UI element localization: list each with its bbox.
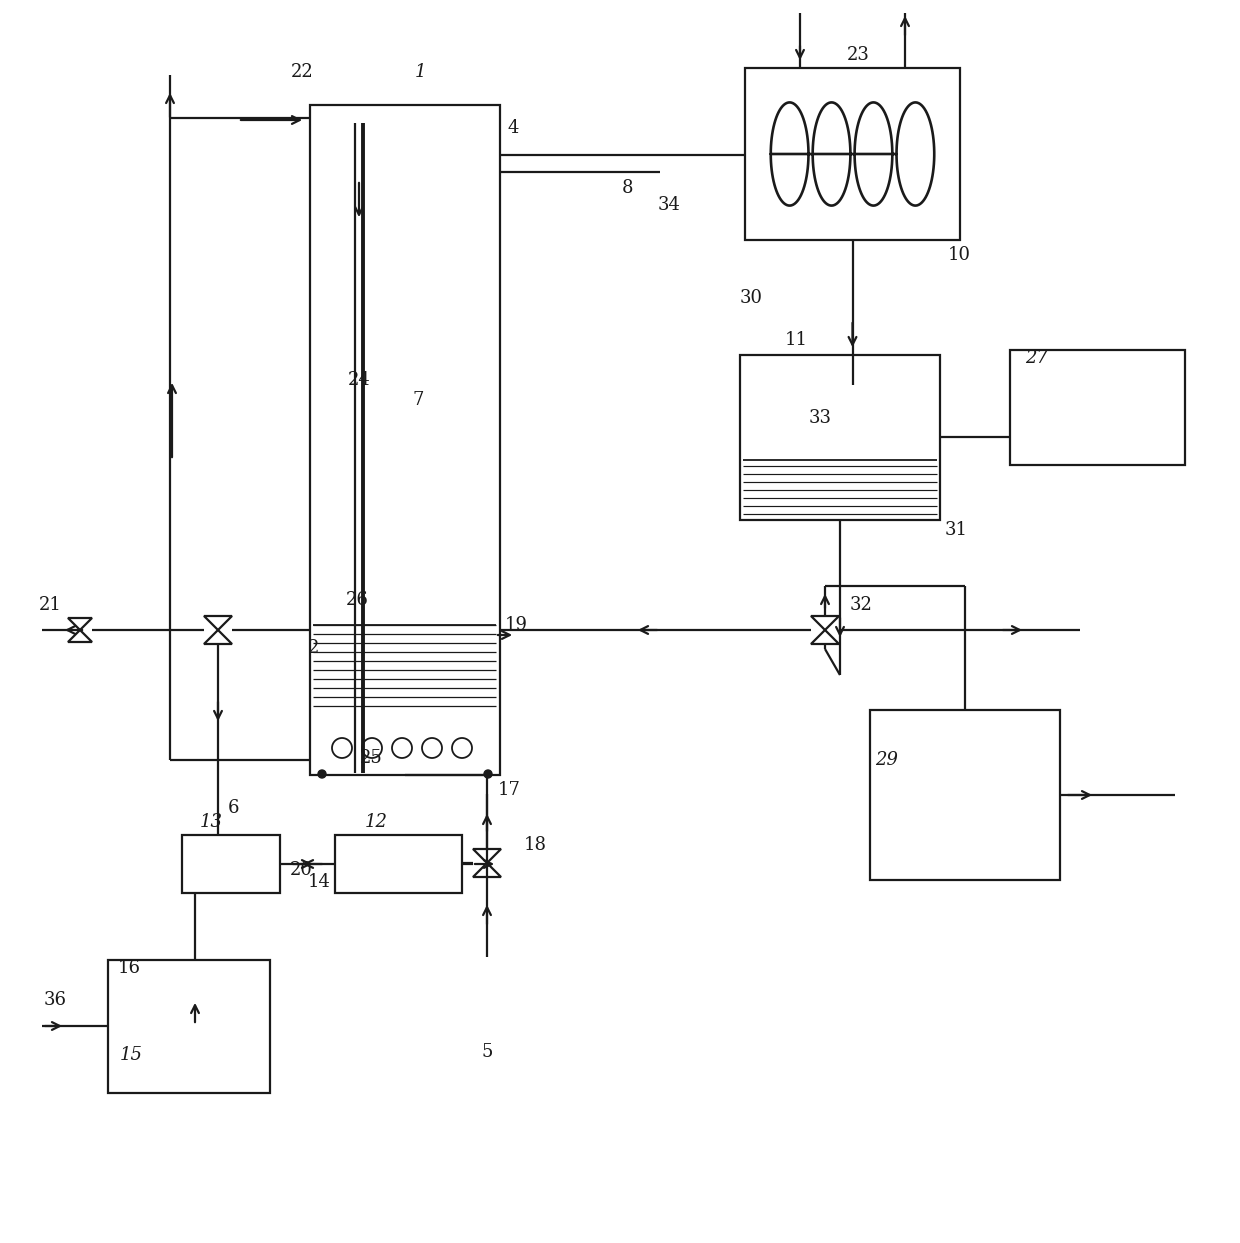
Circle shape bbox=[484, 769, 492, 778]
Text: 25: 25 bbox=[360, 750, 383, 767]
Text: 6: 6 bbox=[228, 799, 239, 817]
Text: 26: 26 bbox=[346, 590, 368, 609]
Text: 19: 19 bbox=[505, 617, 528, 634]
Text: 15: 15 bbox=[120, 1047, 143, 1064]
Text: 17: 17 bbox=[498, 781, 521, 799]
Text: 27: 27 bbox=[1025, 349, 1048, 367]
Bar bbox=[745, 68, 960, 240]
Text: 5: 5 bbox=[481, 1043, 492, 1062]
Text: 33: 33 bbox=[808, 409, 832, 428]
Circle shape bbox=[317, 769, 326, 778]
Text: 12: 12 bbox=[365, 813, 388, 832]
Text: 20: 20 bbox=[290, 861, 312, 879]
Text: 31: 31 bbox=[945, 521, 968, 539]
Text: 34: 34 bbox=[658, 196, 681, 214]
Text: 30: 30 bbox=[740, 290, 763, 307]
Text: 21: 21 bbox=[40, 595, 62, 614]
Bar bbox=[1011, 351, 1185, 465]
Text: 1: 1 bbox=[414, 63, 425, 81]
Text: 36: 36 bbox=[43, 991, 67, 1009]
Text: 7: 7 bbox=[413, 392, 424, 409]
Text: 14: 14 bbox=[308, 873, 331, 891]
Text: 24: 24 bbox=[348, 370, 371, 389]
Text: 16: 16 bbox=[118, 960, 141, 977]
Text: 18: 18 bbox=[525, 837, 547, 854]
Text: 23: 23 bbox=[847, 46, 869, 63]
Bar bbox=[108, 960, 270, 1093]
Bar bbox=[740, 355, 940, 520]
Bar bbox=[335, 835, 463, 892]
Text: 8: 8 bbox=[622, 179, 634, 196]
Bar bbox=[310, 104, 500, 774]
Text: 11: 11 bbox=[785, 331, 808, 349]
Text: 13: 13 bbox=[200, 813, 223, 832]
Text: 29: 29 bbox=[875, 751, 898, 769]
Text: 4: 4 bbox=[507, 119, 518, 137]
Text: 2: 2 bbox=[308, 639, 320, 658]
Bar bbox=[870, 710, 1060, 880]
Text: 32: 32 bbox=[849, 595, 873, 614]
Text: 22: 22 bbox=[290, 63, 314, 81]
Bar bbox=[182, 835, 280, 892]
Text: 10: 10 bbox=[949, 246, 971, 264]
